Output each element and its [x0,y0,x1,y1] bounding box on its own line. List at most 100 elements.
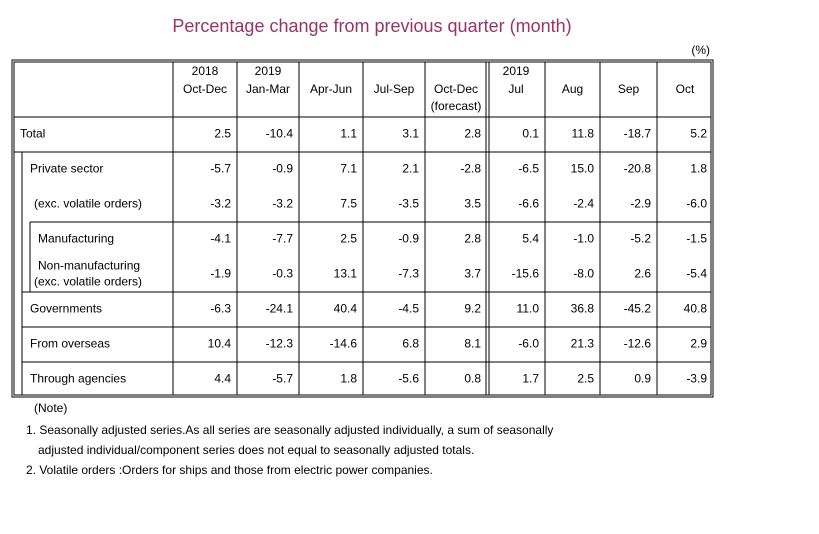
column-header: Jul [508,82,523,96]
row-label: Governments [30,302,102,316]
cell-value: -2.9 [630,197,651,211]
cell-value: 3.5 [464,197,481,211]
column-header: Aug [562,82,583,96]
cell-value: 36.8 [571,302,595,316]
cell-value: -1.5 [686,232,707,246]
column-header: Jan-Mar [246,82,290,96]
cell-value: -4.1 [210,232,231,246]
column-header: Sep [618,82,640,96]
cell-value: -12.3 [266,337,294,351]
column-header: Oct-Dec [183,82,227,96]
cell-value: 40.8 [684,302,708,316]
column-header: 2019 [503,64,530,78]
cell-value: 9.2 [464,302,481,316]
cell-value: 0.8 [464,372,481,386]
cell-value: -7.3 [398,267,419,281]
table-frame [11,59,714,398]
cell-value: -14.6 [330,337,358,351]
row-label: Through agencies [30,372,126,386]
cell-value: 2.6 [634,267,651,281]
cell-value: -3.2 [210,197,231,211]
cell-value: -10.4 [266,127,294,141]
cell-value: -0.9 [272,162,293,176]
cell-value: 2.8 [464,127,481,141]
cell-value: -6.0 [518,337,539,351]
title: Percentage change from previous quarter … [172,16,571,36]
cell-value: -0.3 [272,267,293,281]
row-label: From overseas [30,337,110,351]
cell-value: 7.5 [340,197,357,211]
cell-value: 1.1 [340,127,357,141]
cell-value: 21.3 [571,337,595,351]
cell-value: -12.6 [624,337,652,351]
cell-value: 3.1 [402,127,419,141]
cell-value: 7.1 [340,162,357,176]
cell-value: -6.3 [210,302,231,316]
cell-value: -5.7 [210,162,231,176]
cell-value: -3.9 [686,372,707,386]
cell-value: 5.4 [522,232,539,246]
cell-value: -6.0 [686,197,707,211]
cell-value: 6.8 [402,337,419,351]
cell-value: 1.7 [522,372,539,386]
cell-value: 0.1 [522,127,539,141]
cell-value: 2.5 [577,372,594,386]
cell-value: -2.8 [460,162,481,176]
cell-value: -3.2 [272,197,293,211]
cell-value: -5.2 [630,232,651,246]
cell-value: -6.6 [518,197,539,211]
cell-value: -20.8 [624,162,652,176]
cell-value: 5.2 [690,127,707,141]
note-line: adjusted individual/component series doe… [38,443,474,457]
cell-value: 2.9 [690,337,707,351]
cell-value: -24.1 [266,302,294,316]
cell-value: 8.1 [464,337,481,351]
row-label: (exc. volatile orders) [34,197,142,211]
row-label: Non-manufacturing [38,259,140,273]
cell-value: 10.4 [208,337,232,351]
cell-value: -15.6 [512,267,540,281]
note-line: 2. Volatile orders :Orders for ships and… [26,463,433,477]
cell-value: -2.4 [573,197,594,211]
cell-value: 11.8 [572,127,595,141]
column-header: 2019 [255,64,282,78]
cell-value: -5.7 [272,372,293,386]
cell-value: -6.5 [518,162,539,176]
cell-value: 2.1 [402,162,419,176]
cell-value: 40.4 [334,302,358,316]
row-label: (exc. volatile orders) [34,275,142,289]
column-header: Oct [676,82,695,96]
cell-value: 1.8 [340,372,357,386]
row-label: Manufacturing [38,232,114,246]
cell-value: 11.0 [517,302,540,316]
cell-value: 15.0 [571,162,595,176]
column-header: Apr-Jun [310,82,352,96]
cell-value: -18.7 [624,127,652,141]
cell-value: -8.0 [573,267,594,281]
cell-value: -4.5 [398,302,419,316]
unit: (%) [691,43,710,57]
cell-value: 4.4 [214,372,231,386]
column-header: Oct-Dec [434,82,478,96]
cell-value: 1.8 [690,162,707,176]
cell-value: -45.2 [624,302,652,316]
cell-value: -1.9 [210,267,231,281]
cell-value: 0.9 [634,372,651,386]
cell-value: 3.7 [464,267,481,281]
cell-value: -7.7 [272,232,293,246]
cell-value: 13.1 [334,267,358,281]
cell-value: 2.8 [464,232,481,246]
row-label: Total [20,127,45,141]
note-heading: (Note) [34,401,67,415]
cell-value: -0.9 [398,232,419,246]
column-header: 2018 [192,64,219,78]
cell-value: -5.4 [686,267,707,281]
cell-value: -1.0 [573,232,594,246]
note-line: 1. Seasonally adjusted series.As all ser… [26,423,553,437]
cell-value: 2.5 [214,127,231,141]
cell-value: -5.6 [398,372,419,386]
cell-value: 2.5 [340,232,357,246]
cell-value: -3.5 [398,197,419,211]
column-header: Jul-Sep [374,82,415,96]
